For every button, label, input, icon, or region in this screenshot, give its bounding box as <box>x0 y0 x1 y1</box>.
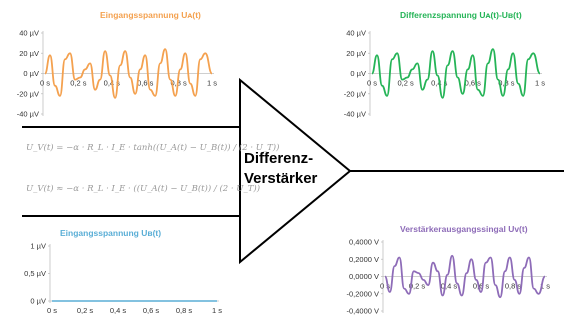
x-tick-label: 0,4 s <box>110 306 127 315</box>
x-tick-label: 1 s <box>540 282 550 291</box>
amplifier-label-line2: Verstärker <box>244 170 318 187</box>
x-tick-label: 0,2 s <box>77 306 94 315</box>
x-tick-label: 0,2 s <box>409 282 426 291</box>
x-tick-label: 0,2 s <box>70 79 87 88</box>
series-line <box>44 48 213 99</box>
x-tick-label: 0 s <box>40 79 50 88</box>
x-tick-label: 0,8 s <box>505 282 522 291</box>
x-tick-label: 0 s <box>47 306 57 315</box>
y-tick-label: 0,5 µV <box>24 269 46 278</box>
chart-title: Eingangsspannung Uᴀ(t) <box>100 10 201 20</box>
formula-approx: U_V(t) ≈ −α · R_L · I_E · ((U_A(t) − U_B… <box>26 183 260 194</box>
x-tick-label: 0 s <box>380 282 390 291</box>
y-tick-label: 0 µV <box>350 69 366 78</box>
y-tick-label: -20 µV <box>344 89 366 98</box>
x-tick-label: 0,8 s <box>170 79 187 88</box>
amplifier-label-line1: Differenz- <box>244 150 313 167</box>
chart-title: Eingangsspannung Uʙ(t) <box>60 228 161 238</box>
y-tick-label: 1 µV <box>30 242 46 251</box>
formula-exact: U_V(t) = −α · R_L · I_E · tanh((U_A(t) −… <box>26 142 279 153</box>
y-tick-label: -0,2000 V <box>346 289 379 298</box>
y-tick-label: 0,2000 V <box>349 255 379 264</box>
chart-title: Verstärkerausgangssingal Uv(t) <box>400 224 528 234</box>
x-tick-label: 0,8 s <box>176 306 193 315</box>
y-tick-label: 20 µV <box>19 49 39 58</box>
y-tick-label: 0,4000 V <box>349 238 379 247</box>
x-tick-label: 1 s <box>535 79 545 88</box>
series-line <box>384 254 546 299</box>
x-tick-label: 1 s <box>212 306 222 315</box>
chart-output: Verstärkerausgangssingal Uv(t) 0,4000 V 0,… <box>346 224 550 316</box>
y-tick-label: 0 µV <box>23 69 39 78</box>
y-tick-label: 40 µV <box>19 29 39 38</box>
y-tick-label: -40 µV <box>344 110 366 119</box>
y-tick-label: -20 µV <box>17 89 39 98</box>
y-tick-label: -0,4000 V <box>346 307 379 316</box>
chart-difference: Differenzspannung Uᴀ(t)-Uʙ(t) 40 µV 20 µV 0… <box>344 10 545 119</box>
x-tick-label: 1 s <box>207 79 217 88</box>
x-tick-label: 0,8 s <box>498 79 515 88</box>
y-tick-label: -40 µV <box>17 110 39 119</box>
x-tick-label: 0,2 s <box>397 79 414 88</box>
x-tick-label: 0,6 s <box>143 306 160 315</box>
x-tick-label: 0 s <box>367 79 377 88</box>
x-tick-label: 0,6 s <box>473 282 490 291</box>
x-tick-label: 0,6 s <box>137 79 154 88</box>
series-line <box>371 48 541 99</box>
y-tick-label: 0 µV <box>30 297 46 306</box>
y-tick-label: 40 µV <box>346 29 366 38</box>
y-tick-label: 0,0000 V <box>349 272 379 281</box>
amplifier-triangle <box>239 77 352 265</box>
y-tick-label: 20 µV <box>346 49 366 58</box>
x-tick-label: 0,4 s <box>441 282 458 291</box>
chart-input-b: Eingangsspannung Uʙ(t) 1 µV 0,5 µV 0 µV0 s 0… <box>24 228 222 315</box>
chart-input-a: Eingangsspannung Uᴀ(t) 40 µV 20 µV 0 µV -20 … <box>17 10 217 119</box>
x-tick-label: 0,6 s <box>465 79 482 88</box>
chart-title: Differenzspannung Uᴀ(t)-Uʙ(t) <box>400 10 522 20</box>
